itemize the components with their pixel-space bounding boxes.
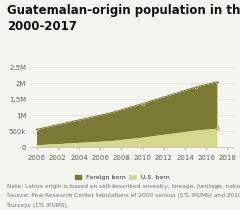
Text: Note: Latino origin is based on self-described ancestry, lineage, heritage, nati: Note: Latino origin is based on self-des…	[7, 184, 240, 189]
Legend: Foreign born, U.S. born: Foreign born, U.S. born	[72, 172, 172, 183]
Text: Surveys (1% IPUMS).: Surveys (1% IPUMS).	[7, 203, 69, 208]
Text: Guatemalan-origin population in the U.S.,
2000-2017: Guatemalan-origin population in the U.S.…	[7, 4, 240, 33]
Text: Source: Pew Research Center tabulations of 2000 census (5% IPUMS) and 2010, 2015: Source: Pew Research Center tabulations …	[7, 193, 240, 198]
